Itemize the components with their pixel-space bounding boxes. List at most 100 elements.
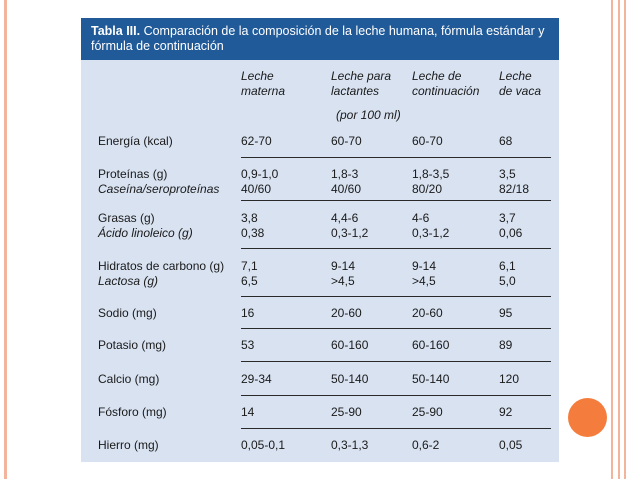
nutrient-name: Grasas (g)	[98, 211, 155, 225]
subvalue: 0,06	[499, 226, 523, 240]
row-label: Fósforo (mg)	[98, 405, 167, 420]
value: 0,3-1,3	[331, 438, 369, 452]
comparison-table: Tabla III. Comparación de la composición…	[81, 18, 559, 462]
value-cell: 0,05-0,1	[241, 438, 285, 453]
value-cell: 0,9-1,0 40/60	[241, 167, 278, 197]
value: 7,1	[241, 259, 258, 273]
value-cell: 68	[499, 134, 512, 149]
value: 29-34	[241, 372, 272, 386]
column-header-leche-materna: Leche materna	[241, 69, 286, 98]
right-decorative-border-1	[611, 0, 613, 479]
nutrient-name: Fósforo (mg)	[98, 405, 167, 419]
value-cell: 89	[499, 338, 512, 353]
value-cell: 60-70	[331, 134, 362, 149]
orange-circle-decoration	[568, 398, 607, 437]
value: 3,8	[241, 211, 258, 225]
row-divider	[241, 248, 551, 249]
nutrient-name: Hierro (mg)	[98, 438, 159, 452]
value: 0,9-1,0	[241, 167, 279, 181]
value: 95	[499, 306, 513, 320]
value: 92	[499, 405, 513, 419]
value-cell: 4-6 0,3-1,2	[412, 211, 449, 241]
value: 62-70	[241, 134, 272, 148]
value: 53	[241, 338, 255, 352]
nutrient-subname: Ácido linoleico (g)	[98, 226, 193, 240]
unit-label: (por 100 ml)	[336, 108, 401, 122]
value: 60-160	[412, 338, 450, 352]
value-cell: 95	[499, 306, 512, 321]
value-cell: 3,7 0,06	[499, 211, 522, 241]
value: 20-60	[331, 306, 362, 320]
value-cell: 53	[241, 338, 254, 353]
value-cell: 7,1 6,5	[241, 259, 258, 289]
value-cell: 14	[241, 405, 254, 420]
subvalue: 0,3-1,2	[331, 226, 369, 240]
value: 1,8-3	[331, 167, 359, 181]
value-cell: 29-34	[241, 372, 272, 387]
nutrient-name: Potasio (mg)	[98, 338, 167, 352]
row-label: Potasio (mg)	[98, 338, 166, 353]
value-cell: 9-14 >4,5	[412, 259, 436, 289]
row-label: Hierro (mg)	[98, 438, 159, 453]
value: 25-90	[412, 405, 443, 419]
subvalue: >4,5	[412, 274, 436, 288]
value: 68	[499, 134, 513, 148]
value: 50-140	[331, 372, 369, 386]
subvalue: 80/20	[412, 182, 443, 196]
row-divider	[241, 428, 551, 429]
value-cell: 120	[499, 372, 519, 387]
value-cell: 0,05	[499, 438, 522, 453]
value-cell: 92	[499, 405, 512, 420]
value: 16	[241, 306, 255, 320]
column-header-leche-para-lactantes: Leche para lactantes	[331, 69, 392, 98]
nutrient-subname: Caseína/seroproteínas	[98, 182, 220, 196]
value: 25-90	[331, 405, 362, 419]
row-label: Calcio (mg)	[98, 372, 159, 387]
table-title-text: Comparación de la composición de la lech…	[91, 24, 545, 53]
value-cell: 16	[241, 306, 254, 321]
value-cell: 25-90	[412, 405, 443, 420]
nutrient-name: Proteínas (g)	[98, 167, 168, 181]
row-label: Energía (kcal)	[98, 134, 173, 149]
row-divider	[241, 361, 551, 362]
subvalue: 82/18	[499, 182, 530, 196]
value-cell: 20-60	[412, 306, 443, 321]
value: 6,1	[499, 259, 516, 273]
value-cell: 0,6-2	[412, 438, 439, 453]
column-header-leche-de-vaca: Leche de vaca	[499, 69, 542, 98]
subvalue: 0,38	[241, 226, 265, 240]
nutrient-name: Sodio (mg)	[98, 306, 157, 320]
value: 1,8-3,5	[412, 167, 450, 181]
value-cell: 60-70	[412, 134, 443, 149]
value-cell: 25-90	[331, 405, 362, 420]
value: 9-14	[412, 259, 437, 273]
value: 60-70	[412, 134, 443, 148]
nutrient-subname: Lactosa (g)	[98, 274, 159, 288]
right-decorative-border-3	[624, 0, 626, 479]
subvalue: 5,0	[499, 274, 516, 288]
value-cell: 0,3-1,3	[331, 438, 368, 453]
value-cell: 3,8 0,38	[241, 211, 264, 241]
value-cell: 60-160	[412, 338, 449, 353]
value-cell: 9-14 >4,5	[331, 259, 355, 289]
value-cell: 3,5 82/18	[499, 167, 529, 197]
row-label: Hidratos de carbono (g) Lactosa (g)	[98, 259, 224, 289]
nutrient-name: Hidratos de carbono (g)	[98, 259, 225, 273]
subvalue: >4,5	[331, 274, 355, 288]
value-cell: 50-140	[412, 372, 449, 387]
row-label: Proteínas (g) Caseína/seroproteínas	[98, 167, 219, 197]
row-label: Grasas (g) Ácido linoleico (g)	[98, 211, 193, 241]
value: 0,05-0,1	[241, 438, 286, 452]
column-header-leche-de-continuacion: Leche de continuación	[412, 69, 480, 98]
value-cell: 1,8-3 40/60	[331, 167, 361, 197]
row-divider	[241, 395, 551, 396]
value: 60-160	[331, 338, 369, 352]
value-cell: 1,8-3,5 80/20	[412, 167, 449, 197]
row-divider	[241, 296, 551, 297]
value: 9-14	[331, 259, 356, 273]
value: 89	[499, 338, 513, 352]
subvalue: 40/60	[331, 182, 362, 196]
value: 120	[499, 372, 520, 386]
value: 3,7	[499, 211, 516, 225]
left-decorative-border	[4, 0, 7, 479]
